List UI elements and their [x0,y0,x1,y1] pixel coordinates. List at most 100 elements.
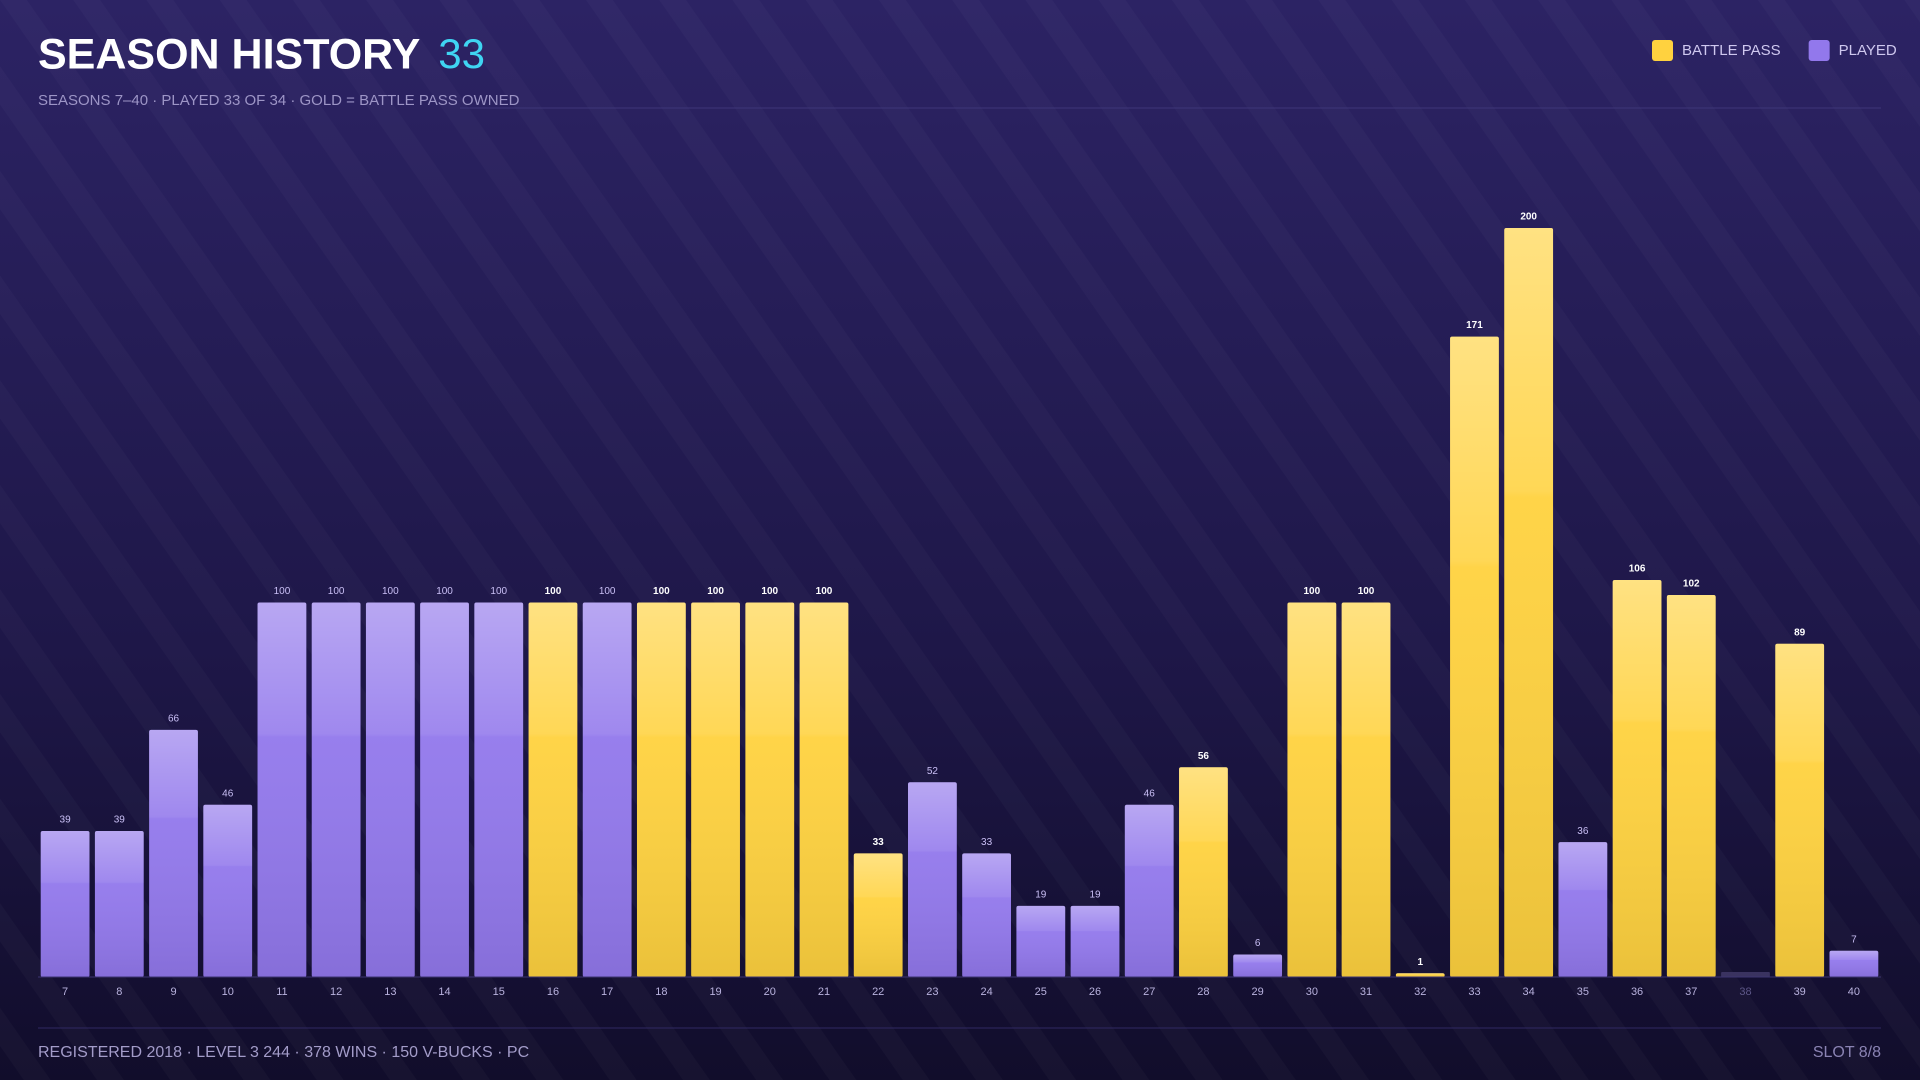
x-tick-label: 8 [116,986,122,998]
bar [1287,602,1337,977]
bar [1775,643,1825,977]
value-label: 102 [1683,579,1700,590]
bar [365,602,415,977]
x-tick-label: 14 [438,986,450,998]
x-tick-label: 7 [62,986,68,998]
x-tick-label: 32 [1414,986,1426,998]
x-tick-label: 10 [222,986,234,998]
bar [1124,804,1174,977]
value-label: 7 [1851,934,1857,945]
bar [1233,954,1283,977]
bar [1504,228,1554,977]
x-tick-label: 23 [926,986,938,998]
x-tick-label: 31 [1360,986,1372,998]
x-tick-label: 36 [1631,986,1643,998]
x-tick-label: 9 [170,986,176,998]
value-label: 200 [1520,212,1537,223]
value-label: 19 [1089,889,1101,900]
value-label: 19 [1035,889,1047,900]
value-label: 33 [981,837,993,848]
value-label: 39 [114,815,126,826]
bar [1179,767,1228,977]
bar [962,853,1011,977]
bar [257,602,307,977]
bar [799,602,849,977]
value-label: 33 [873,837,885,848]
value-label: 100 [274,586,291,597]
value-label: 100 [816,586,833,597]
subtitle: SEASONS 7–40 · PLAYED 33 OF 34 · GOLD = … [38,92,520,109]
x-tick-label: 13 [384,986,396,998]
bar [1612,580,1662,977]
x-tick-label: 39 [1794,986,1806,998]
bar [311,602,361,977]
season-count: 33 [438,30,485,77]
value-label: 89 [1794,627,1806,638]
value-label: 100 [707,586,724,597]
bar [1070,905,1120,977]
x-tick-label: 40 [1848,986,1860,998]
value-label: 56 [1198,751,1210,762]
legend-label: BATTLE PASS [1682,42,1781,59]
value-label: 100 [382,586,399,597]
value-label: 36 [1577,826,1589,837]
x-tick-label: 38 [1739,986,1751,998]
value-label: 66 [168,713,180,724]
x-tick-label: 16 [547,986,559,998]
value-label: 171 [1466,320,1483,331]
bar [528,602,578,977]
x-tick-label: 25 [1035,986,1047,998]
x-tick-label: 24 [980,986,992,998]
x-tick-label: 17 [601,986,613,998]
x-tick-label: 15 [493,986,505,998]
empty-slot [1721,972,1770,977]
x-tick-label: 30 [1306,986,1318,998]
x-tick-label: 18 [655,986,667,998]
value-label: 100 [1358,586,1375,597]
x-tick-label: 19 [709,986,721,998]
bar [94,830,144,977]
x-tick-label: 37 [1685,986,1697,998]
legend-swatch [1808,40,1830,61]
value-label: 100 [599,586,616,597]
bar [636,602,686,977]
value-label: 100 [1303,586,1320,597]
bar [1341,602,1391,977]
bar [1450,336,1499,978]
value-label: 46 [1144,788,1156,799]
x-tick-label: 27 [1143,986,1155,998]
x-tick-label: 22 [872,986,884,998]
value-label: 46 [222,788,234,799]
bar [149,729,198,977]
bar [745,602,795,977]
value-label: 6 [1255,938,1261,949]
value-label: 100 [328,586,345,597]
x-tick-label: 20 [764,986,776,998]
bar [1016,905,1066,977]
bar [40,830,90,977]
value-label: 52 [927,766,939,777]
legend-label: PLAYED [1839,42,1897,59]
x-tick-label: 28 [1197,986,1209,998]
slot-indicator: SLOT 8/8 [1813,1044,1881,1061]
bar [1829,950,1879,977]
bar [908,782,957,977]
value-label: 106 [1629,564,1646,575]
bar [853,853,903,977]
bar [474,602,524,977]
x-tick-label: 12 [330,986,342,998]
value-label: 100 [653,586,670,597]
bar [582,602,632,977]
footer-stats: REGISTERED 2018 · LEVEL 3 244 · 378 WINS… [38,1044,529,1061]
x-tick-label: 33 [1468,986,1480,998]
bar [1395,973,1445,977]
bar [203,804,253,977]
x-tick-label: 35 [1577,986,1589,998]
chart-title: SEASON HISTORY [38,30,420,78]
bar [1558,842,1608,977]
value-label: 1 [1417,957,1423,968]
bar [420,602,469,977]
value-label: 100 [436,586,453,597]
